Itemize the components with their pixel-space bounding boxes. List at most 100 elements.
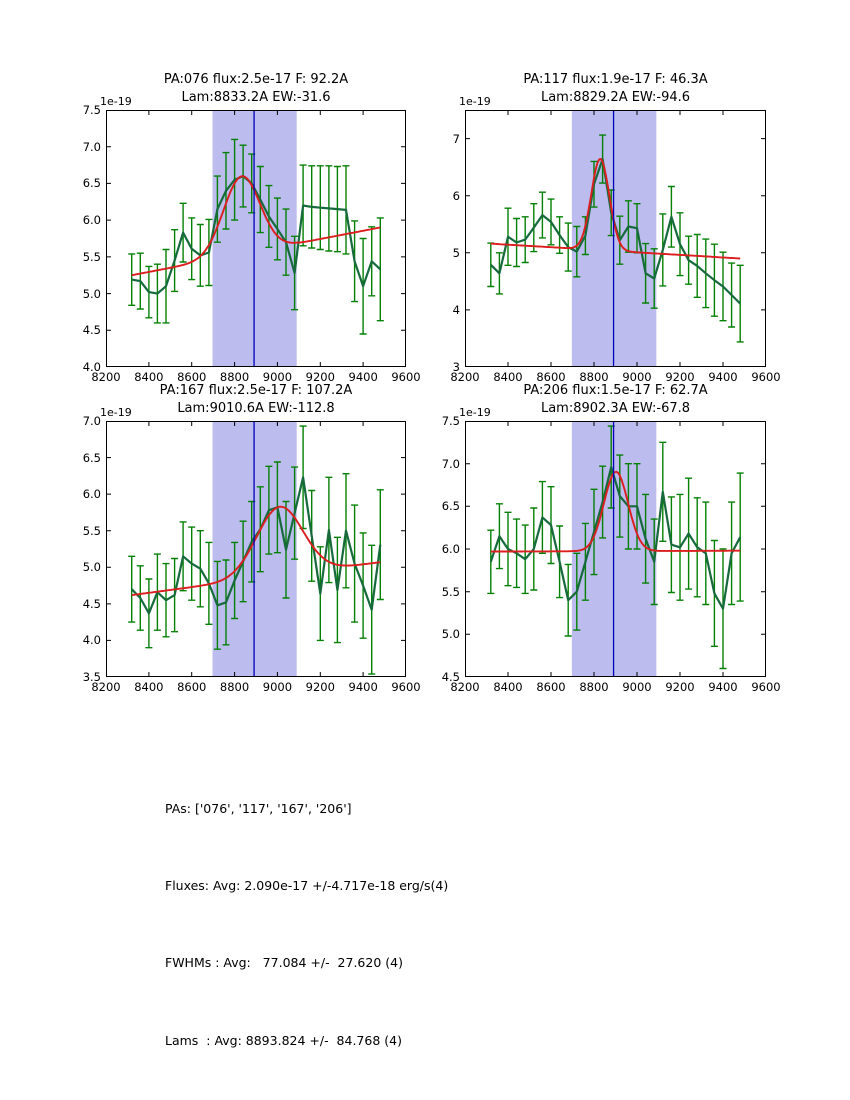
x-tick-label: 9400 <box>708 680 738 694</box>
y-tick-label: 6.5 <box>82 176 101 191</box>
x-tick-label: 8200 <box>450 370 480 384</box>
x-tick-label: 8600 <box>536 680 566 694</box>
x-tick-label: 9600 <box>751 370 781 384</box>
x-tick-label: 8400 <box>493 680 523 694</box>
fit-line <box>131 175 381 277</box>
y-tick-label: 3.5 <box>82 670 101 684</box>
panel-title: PA:117 flux:1.9e-17 F: 46.3A Lam:8829.2A… <box>405 71 826 107</box>
axis-ticks <box>106 110 406 367</box>
x-tick-label: 9000 <box>622 680 652 694</box>
x-tick-label: 8400 <box>134 370 164 384</box>
y-tick-label: 5.5 <box>441 584 460 599</box>
subplot-pa076: PA:076 flux:2.5e-17 F: 92.2A Lam:8833.2A… <box>83 72 421 384</box>
panel-title: PA:206 flux:1.5e-17 F: 62.7A Lam:8902.3A… <box>405 382 826 418</box>
summary-line-pas: PAs: ['076', '117', '167', '206'] <box>165 800 352 816</box>
statistics-summary: PAs: ['076', '117', '167', '206'] Fluxes… <box>165 744 448 1100</box>
y-tick-label: 7 <box>452 131 460 146</box>
panel-title-line1: PA:076 flux:2.5e-17 F: 92.2A <box>163 72 349 87</box>
y-tick-label: 6.0 <box>82 487 101 502</box>
subplot-pa117: PA:117 flux:1.9e-17 F: 46.3A Lam:8829.2A… <box>450 72 780 384</box>
y-tick-label: 7.0 <box>441 456 460 471</box>
x-tick-label: 8800 <box>579 370 609 384</box>
axes-frame <box>465 110 766 367</box>
y-tick-label: 4.5 <box>82 323 101 338</box>
y-tick-label: 6.0 <box>441 542 460 556</box>
y-axis-offset-label: 1e-19 <box>100 406 132 419</box>
panel-title-line1: PA:117 flux:1.9e-17 F: 46.3A <box>523 72 708 87</box>
x-tick-label: 9200 <box>665 370 695 384</box>
y-tick-label: 6.5 <box>82 450 101 465</box>
fit-line <box>490 470 741 553</box>
axes-frame <box>106 110 406 367</box>
x-tick-label: 8200 <box>450 680 480 694</box>
panel-title-line1: PA:206 flux:1.5e-17 F: 62.7A <box>523 383 708 398</box>
panel-title-line2: Lam:9010.6A EW:-112.8 <box>177 401 335 416</box>
plot-area <box>106 421 406 677</box>
y-tick-label: 5.5 <box>82 249 101 264</box>
plot-area <box>465 110 766 367</box>
spectrum-line <box>131 174 382 295</box>
y-tick-label: 4.0 <box>82 633 101 648</box>
summary-line-fluxes: Fluxes: Avg: 2.090e-17 +/-4.717e-18 erg/… <box>165 877 449 893</box>
plot-area <box>465 421 766 677</box>
x-tick-label: 8200 <box>91 680 121 694</box>
y-tick-label: 4.5 <box>82 596 101 611</box>
y-tick-label: 5.0 <box>441 627 460 642</box>
x-tick-label: 8200 <box>91 370 121 384</box>
x-tick-label: 9000 <box>622 370 652 384</box>
axis-ticks <box>465 110 766 367</box>
x-tick-label: 8400 <box>134 680 164 694</box>
y-axis-offset-label: 1e-19 <box>100 95 132 108</box>
y-tick-label: 6.5 <box>441 499 460 514</box>
x-tick-label: 9200 <box>665 680 695 694</box>
x-tick-label: 8400 <box>493 370 523 384</box>
x-tick-label: 9400 <box>348 370 378 384</box>
axis-ticks <box>106 421 406 677</box>
x-tick-label: 8800 <box>219 370 250 384</box>
y-tick-label: 6 <box>452 188 460 203</box>
y-tick-label: 7.0 <box>82 139 101 154</box>
panel-title-line2: Lam:8829.2A EW:-94.6 <box>540 90 691 105</box>
y-tick-label: 5 <box>452 245 460 260</box>
x-tick-label: 9400 <box>348 680 378 694</box>
summary-line-lams: Lams : Avg: 8893.824 +/- 84.768 (4) <box>165 1032 402 1048</box>
subplot-pa206: PA:206 flux:1.5e-17 F: 62.7A Lam:8902.3A… <box>442 383 781 694</box>
panel-title: PA:167 flux:2.5e-17 F: 107.2A Lam:9010.6… <box>46 382 466 418</box>
x-tick-label: 9000 <box>262 370 293 384</box>
y-tick-label: 4.5 <box>441 670 460 684</box>
panel-title-line1: PA:167 flux:2.5e-17 F: 107.2A <box>159 383 353 398</box>
x-tick-label: 9600 <box>751 680 781 694</box>
plot-area <box>106 110 406 367</box>
x-tick-label: 9200 <box>305 680 335 694</box>
fit-line <box>131 505 381 597</box>
fit-line <box>490 157 741 260</box>
axes-frame <box>465 421 766 677</box>
x-tick-label: 9200 <box>305 370 335 384</box>
y-tick-label: 4 <box>452 302 460 317</box>
summary-line-fwhms: FWHMs : Avg: 77.084 +/- 27.620 (4) <box>165 955 403 971</box>
x-tick-label: 9600 <box>391 370 421 384</box>
y-tick-label: 7.5 <box>82 103 101 117</box>
panel-title: PA:076 flux:2.5e-17 F: 92.2A Lam:8833.2A… <box>46 71 466 107</box>
x-tick-label: 9400 <box>708 370 738 384</box>
y-tick-label: 7.0 <box>82 414 101 428</box>
y-tick-label: 7.5 <box>441 414 460 428</box>
y-tick-label: 6.0 <box>82 213 101 228</box>
x-tick-label: 8600 <box>536 370 566 384</box>
x-tick-label: 8600 <box>177 680 207 694</box>
x-tick-label: 8800 <box>579 680 609 694</box>
y-tick-label: 5.0 <box>82 286 101 301</box>
y-tick-label: 3 <box>452 360 460 374</box>
panel-title-line2: Lam:8833.2A EW:-31.6 <box>181 90 331 105</box>
y-axis-offset-label: 1e-19 <box>459 406 491 419</box>
y-tick-label: 5.0 <box>82 560 101 575</box>
y-axis-offset-label: 1e-19 <box>459 95 491 108</box>
y-tick-label: 4.0 <box>82 360 101 374</box>
x-tick-label: 8600 <box>177 370 207 384</box>
axes-frame <box>106 421 406 677</box>
y-tick-label: 5.5 <box>82 523 101 538</box>
axis-ticks <box>465 421 766 677</box>
panel-title-line2: Lam:8902.3A EW:-67.8 <box>540 401 691 416</box>
spectrum-line <box>130 476 382 615</box>
